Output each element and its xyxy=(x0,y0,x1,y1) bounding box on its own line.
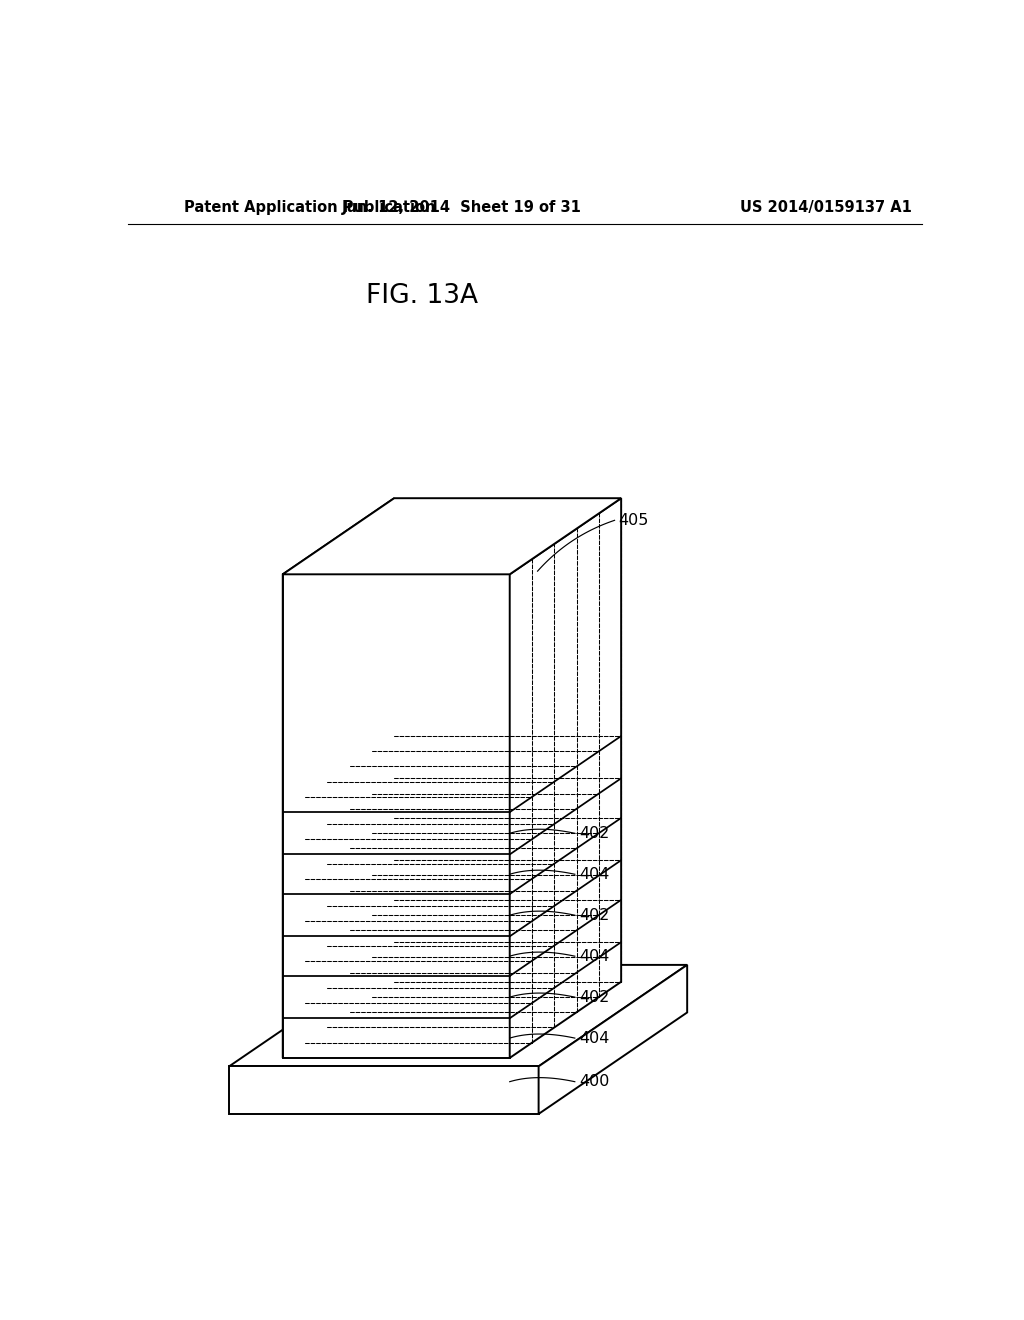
Text: Patent Application Publication: Patent Application Publication xyxy=(183,199,435,215)
Polygon shape xyxy=(539,965,687,1114)
Text: 400: 400 xyxy=(579,1074,609,1089)
Text: FIG. 13A: FIG. 13A xyxy=(366,282,477,309)
Text: US 2014/0159137 A1: US 2014/0159137 A1 xyxy=(740,199,912,215)
Polygon shape xyxy=(283,574,510,1057)
Polygon shape xyxy=(283,498,394,1057)
Polygon shape xyxy=(229,965,687,1067)
Polygon shape xyxy=(283,498,622,574)
Text: 402: 402 xyxy=(579,990,609,1005)
Text: 402: 402 xyxy=(579,908,609,923)
Text: 404: 404 xyxy=(579,949,609,964)
Text: 404: 404 xyxy=(579,1031,609,1045)
Text: Jun. 12, 2014  Sheet 19 of 31: Jun. 12, 2014 Sheet 19 of 31 xyxy=(341,199,582,215)
Text: 405: 405 xyxy=(618,512,649,528)
Text: 402: 402 xyxy=(579,826,609,841)
Polygon shape xyxy=(510,498,622,1057)
Text: 404: 404 xyxy=(579,867,609,882)
Polygon shape xyxy=(229,1067,539,1114)
